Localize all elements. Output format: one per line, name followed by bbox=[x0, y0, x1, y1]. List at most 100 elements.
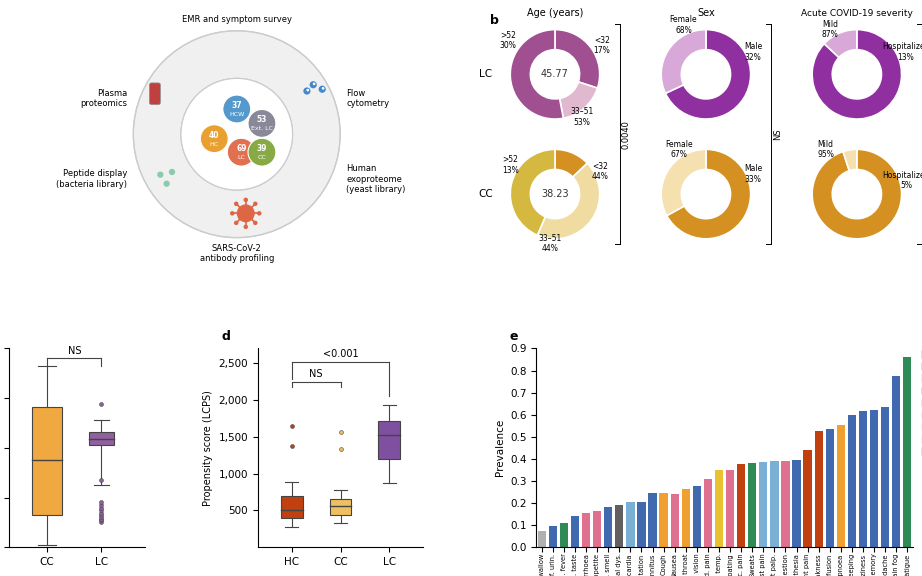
Circle shape bbox=[310, 81, 317, 88]
Text: 0.0040: 0.0040 bbox=[622, 120, 631, 149]
Title: Sex: Sex bbox=[697, 9, 715, 18]
Text: LC: LC bbox=[237, 155, 245, 160]
Wedge shape bbox=[843, 149, 857, 170]
Text: EMR and symptom survey: EMR and symptom survey bbox=[182, 16, 291, 24]
Bar bbox=[560, 523, 568, 547]
Text: Male
33%: Male 33% bbox=[744, 164, 762, 184]
Text: Female
67%: Female 67% bbox=[666, 139, 693, 159]
Circle shape bbox=[253, 202, 257, 206]
Circle shape bbox=[234, 221, 239, 225]
Bar bbox=[715, 470, 723, 547]
Wedge shape bbox=[555, 149, 587, 177]
Wedge shape bbox=[812, 149, 902, 239]
Bar bbox=[659, 493, 668, 547]
Bar bbox=[825, 429, 833, 547]
Bar bbox=[726, 470, 734, 547]
Circle shape bbox=[200, 125, 229, 153]
Circle shape bbox=[248, 109, 276, 137]
Text: CC: CC bbox=[257, 155, 266, 160]
Bar bbox=[847, 415, 856, 547]
Text: >52
13%: >52 13% bbox=[502, 156, 518, 175]
Text: d: d bbox=[221, 331, 230, 343]
Circle shape bbox=[134, 31, 340, 238]
Circle shape bbox=[257, 211, 262, 215]
Bar bbox=[737, 464, 745, 547]
Text: 38.23: 38.23 bbox=[541, 189, 569, 199]
Bar bbox=[281, 496, 302, 518]
Bar bbox=[538, 530, 546, 547]
Text: Ext. LC: Ext. LC bbox=[251, 126, 273, 131]
Bar bbox=[903, 357, 911, 547]
Title: Acute COVID-19 severity: Acute COVID-19 severity bbox=[801, 9, 913, 18]
Bar bbox=[626, 502, 634, 547]
Circle shape bbox=[313, 82, 315, 85]
Wedge shape bbox=[661, 149, 706, 215]
Circle shape bbox=[322, 87, 325, 90]
Text: Peptide display
(bacteria library): Peptide display (bacteria library) bbox=[56, 169, 127, 189]
Title: Age (years): Age (years) bbox=[526, 9, 583, 18]
Wedge shape bbox=[510, 29, 563, 119]
Text: 69: 69 bbox=[236, 144, 246, 153]
Text: <0.001: <0.001 bbox=[323, 350, 359, 359]
Bar bbox=[770, 461, 778, 547]
Wedge shape bbox=[824, 29, 857, 58]
Wedge shape bbox=[560, 82, 597, 118]
Bar bbox=[814, 431, 822, 547]
Y-axis label: Prevalence: Prevalence bbox=[494, 419, 504, 476]
Legend: Const., Neuro., Pulm., MSK, GI, Cardiac, Endo., ENT, Sex. dys.: Const., Neuro., Pulm., MSK, GI, Cardiac,… bbox=[921, 349, 922, 457]
Text: SARS-CoV-2
antibody profiling: SARS-CoV-2 antibody profiling bbox=[199, 244, 274, 263]
Bar bbox=[781, 461, 789, 547]
Circle shape bbox=[243, 198, 248, 202]
Text: 39: 39 bbox=[256, 144, 267, 153]
Text: 45.77: 45.77 bbox=[541, 69, 569, 79]
Circle shape bbox=[228, 138, 255, 166]
Circle shape bbox=[303, 88, 311, 94]
Bar bbox=[32, 407, 62, 515]
Bar bbox=[881, 407, 889, 547]
Text: NS: NS bbox=[67, 346, 81, 357]
Circle shape bbox=[157, 172, 163, 178]
Bar bbox=[89, 431, 113, 445]
Bar bbox=[670, 494, 679, 547]
Bar bbox=[637, 502, 645, 547]
Text: e: e bbox=[510, 331, 518, 343]
Wedge shape bbox=[812, 29, 902, 119]
Wedge shape bbox=[538, 163, 599, 239]
Circle shape bbox=[253, 221, 257, 225]
Circle shape bbox=[237, 204, 254, 222]
Text: 33–51
53%: 33–51 53% bbox=[570, 107, 594, 127]
Circle shape bbox=[248, 138, 276, 166]
Bar bbox=[681, 488, 690, 547]
Wedge shape bbox=[667, 149, 751, 239]
Circle shape bbox=[169, 169, 175, 175]
Circle shape bbox=[181, 78, 292, 190]
Bar bbox=[571, 516, 579, 547]
Bar bbox=[892, 376, 900, 547]
Wedge shape bbox=[666, 29, 751, 119]
Bar bbox=[792, 460, 800, 547]
Wedge shape bbox=[555, 29, 599, 88]
Text: Plasma
proteomics: Plasma proteomics bbox=[80, 89, 127, 108]
Text: CC: CC bbox=[479, 189, 493, 199]
Text: 33–51
44%: 33–51 44% bbox=[538, 234, 562, 253]
Circle shape bbox=[234, 202, 239, 206]
Text: HC: HC bbox=[209, 142, 219, 146]
Bar bbox=[648, 493, 656, 547]
Bar bbox=[582, 513, 590, 547]
Text: <32
44%: <32 44% bbox=[591, 162, 609, 181]
Circle shape bbox=[319, 86, 325, 93]
Bar bbox=[858, 411, 867, 547]
Bar bbox=[604, 507, 612, 547]
Text: Hospitalized
13%: Hospitalized 13% bbox=[882, 42, 922, 62]
Text: Female
68%: Female 68% bbox=[669, 16, 697, 35]
Text: b: b bbox=[490, 14, 499, 28]
Text: 40: 40 bbox=[209, 131, 219, 139]
Bar bbox=[615, 505, 623, 547]
Bar bbox=[692, 487, 701, 547]
Bar bbox=[329, 499, 351, 515]
Text: <32
17%: <32 17% bbox=[594, 36, 610, 55]
Text: HCW: HCW bbox=[230, 112, 244, 117]
Wedge shape bbox=[661, 29, 706, 93]
Circle shape bbox=[306, 89, 309, 92]
Text: NS: NS bbox=[773, 128, 782, 140]
